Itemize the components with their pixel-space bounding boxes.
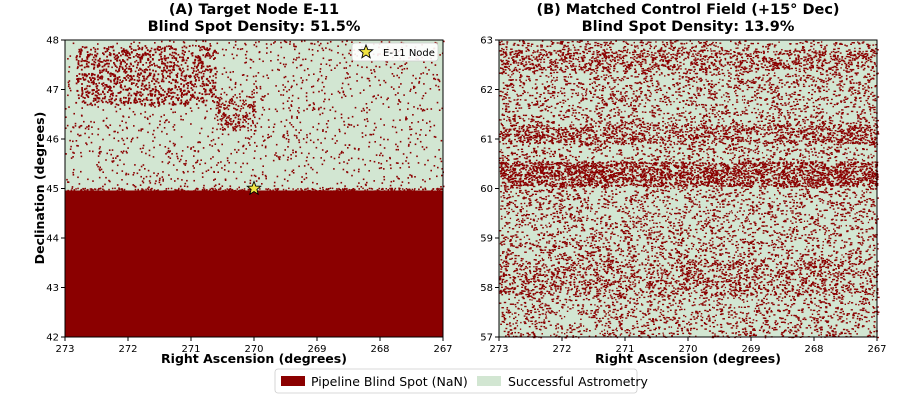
e11-node-star-marker — [246, 180, 262, 196]
y-tick-label: 48 — [46, 36, 59, 47]
x-tick-label: 273 — [489, 344, 508, 355]
y-tick-label: 42 — [46, 333, 59, 344]
legend-swatch-blind — [281, 376, 305, 386]
panel-a-title: (A) Target Node E-11 — [169, 2, 339, 18]
panel-a-subtitle: Blind Spot Density: 51.5% — [148, 19, 361, 35]
y-tick-label: 57 — [480, 333, 493, 344]
solid-blind-rect — [65, 190, 443, 337]
panel-a-y-ticks: 42 43 44 45 46 47 48 — [46, 36, 65, 344]
x-tick-label: 268 — [804, 344, 823, 355]
panel-a-blind-dots — [65, 40, 445, 192]
panel-b-title: (B) Matched Control Field (+15° Dec) — [536, 2, 839, 18]
panel-a-solid-region — [65, 187, 443, 337]
y-tick-label: 43 — [46, 283, 59, 294]
x-tick-label: 269 — [741, 344, 760, 355]
panel-b-x-label: Right Ascension (degrees) — [595, 351, 781, 366]
panel-b-subtitle: Blind Spot Density: 13.9% — [582, 19, 795, 35]
legend-swatch-success — [477, 376, 501, 386]
x-tick-label: 271 — [181, 344, 200, 355]
x-tick-label: 270 — [244, 344, 263, 355]
x-tick-label: 267 — [433, 344, 452, 355]
legend-label-success: Successful Astrometry — [508, 374, 648, 389]
y-tick-label: 61 — [480, 135, 493, 146]
y-tick-label: 47 — [46, 85, 59, 96]
x-tick-label: 272 — [118, 344, 137, 355]
panel-a-x-label: Right Ascension (degrees) — [161, 351, 347, 366]
x-tick-label: 269 — [307, 344, 326, 355]
y-tick-label: 44 — [46, 234, 59, 245]
x-tick-label: 273 — [55, 344, 74, 355]
legend-label-blind: Pipeline Blind Spot (NaN) — [311, 374, 468, 389]
panel-b: 273 272 271 270 269 268 267 57 58 59 60 61 62 63 Rig… — [480, 36, 886, 367]
marker-legend-label: E-11 Node — [383, 48, 435, 59]
panel-b-y-ticks: 57 58 59 60 61 62 63 — [480, 36, 499, 344]
x-tick-label: 271 — [615, 344, 634, 355]
figure-legend: Pipeline Blind Spot (NaN) Successful Ast… — [274, 368, 648, 394]
y-tick-label: 45 — [46, 184, 59, 195]
panel-a-y-label: Declination (degrees) — [32, 112, 47, 265]
panel-b-blind-dots — [499, 40, 880, 339]
y-tick-label: 46 — [46, 135, 59, 146]
solid-edge-noise — [67, 187, 443, 192]
y-tick-label: 60 — [480, 184, 493, 195]
legend-box — [274, 368, 638, 394]
panel-a-x-ticks: 273 272 271 270 269 268 267 — [55, 337, 453, 355]
x-tick-label: 270 — [678, 344, 697, 355]
y-tick-label: 59 — [480, 234, 493, 245]
x-tick-label: 272 — [552, 344, 571, 355]
x-tick-label: 268 — [370, 344, 389, 355]
panel-a: 273 272 271 270 269 268 267 42 43 44 45 46 47 48 Rig… — [32, 36, 453, 367]
marker-legend-star-icon — [358, 43, 374, 59]
y-tick-label: 58 — [480, 283, 493, 294]
y-tick-label: 63 — [480, 36, 493, 47]
x-tick-label: 267 — [867, 344, 886, 355]
y-tick-label: 62 — [480, 85, 493, 96]
panel-a-marker-legend — [351, 42, 439, 62]
panel-b-x-ticks: 273 272 271 270 269 268 267 — [489, 337, 887, 355]
